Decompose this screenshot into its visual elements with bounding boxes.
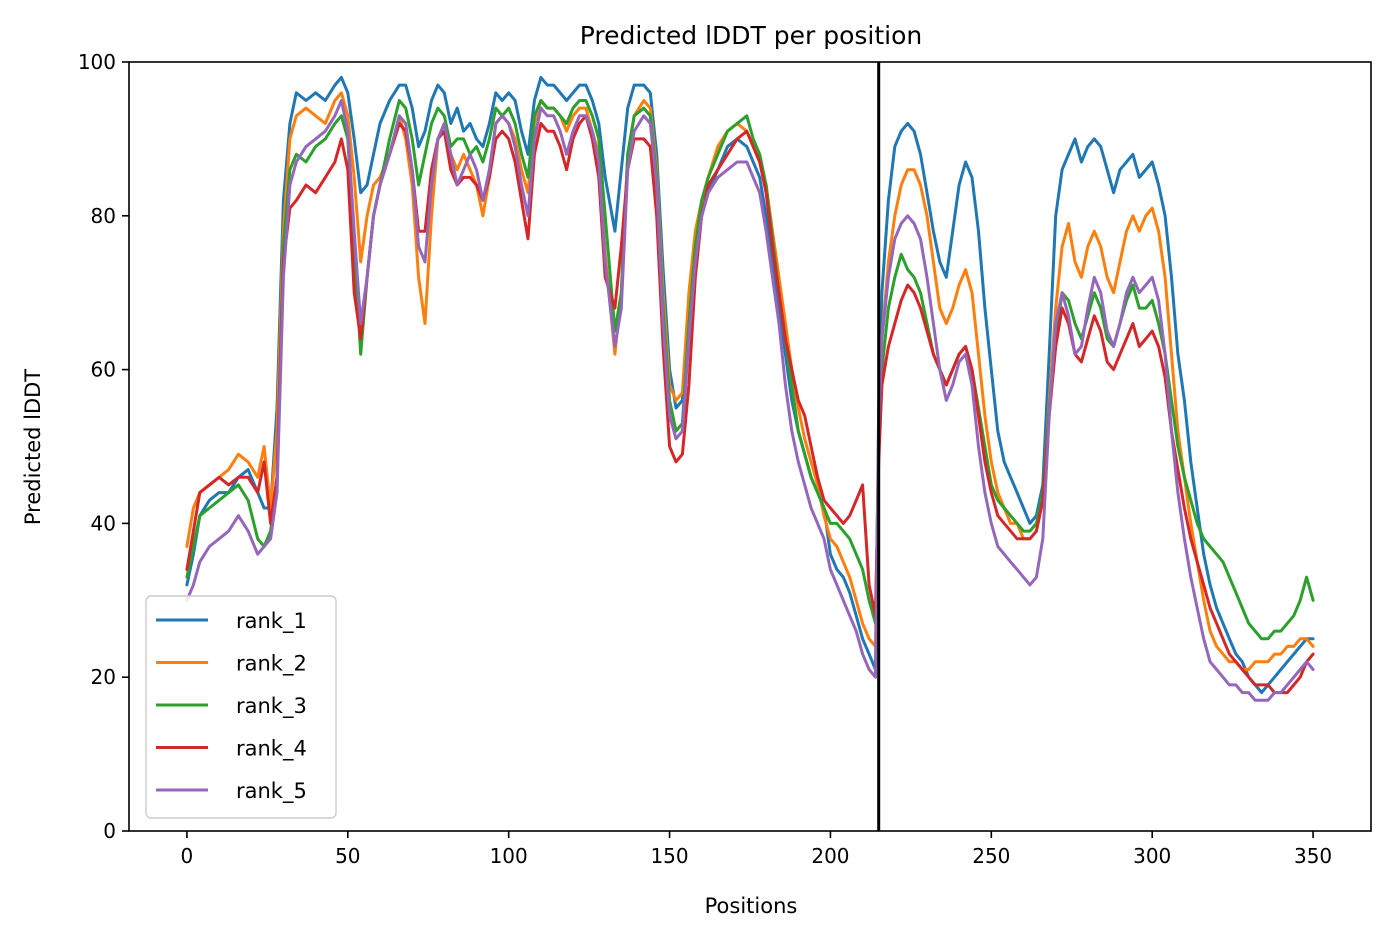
series-layer <box>185 75 1315 702</box>
y-axis: 0 20 40 60 80 100 <box>78 50 129 843</box>
series-line-rank_2 <box>185 91 1315 671</box>
y-tick-label: 40 <box>91 511 116 535</box>
series-line-rank_5 <box>185 99 1315 702</box>
x-axis: 0 50 100 150 200 250 300 350 <box>181 831 1332 868</box>
plot-frame <box>128 61 1372 832</box>
x-tick-label: 0 <box>181 844 194 868</box>
x-tick-label: 250 <box>972 844 1010 868</box>
x-tick-label: 50 <box>335 844 360 868</box>
legend-label-rank_1: rank_1 <box>236 609 307 634</box>
x-tick-label: 350 <box>1294 844 1332 868</box>
x-tick-label: 300 <box>1133 844 1171 868</box>
x-tick-label: 100 <box>490 844 528 868</box>
y-axis-title: Predicted lDDT <box>21 369 45 525</box>
y-tick-label: 100 <box>78 50 116 74</box>
y-tick-label: 80 <box>91 204 116 228</box>
series-line-rank_1 <box>185 75 1315 695</box>
legend: rank_1 rank_2 rank_3 rank_4 rank_5 <box>145 595 337 819</box>
legend-label-rank_3: rank_3 <box>236 694 307 719</box>
chart-title: Predicted lDDT per position <box>580 21 922 50</box>
y-tick-label: 60 <box>91 358 116 382</box>
x-tick-label: 150 <box>650 844 688 868</box>
y-tick-label: 0 <box>103 819 116 843</box>
series-line-rank_4 <box>185 114 1315 695</box>
legend-label-rank_5: rank_5 <box>236 779 307 804</box>
legend-label-rank_4: rank_4 <box>236 737 307 762</box>
y-tick-label: 20 <box>91 665 116 689</box>
legend-box <box>145 595 337 819</box>
x-axis-title: Positions <box>705 894 798 918</box>
legend-label-rank_2: rank_2 <box>236 652 307 677</box>
x-tick-label: 200 <box>811 844 849 868</box>
